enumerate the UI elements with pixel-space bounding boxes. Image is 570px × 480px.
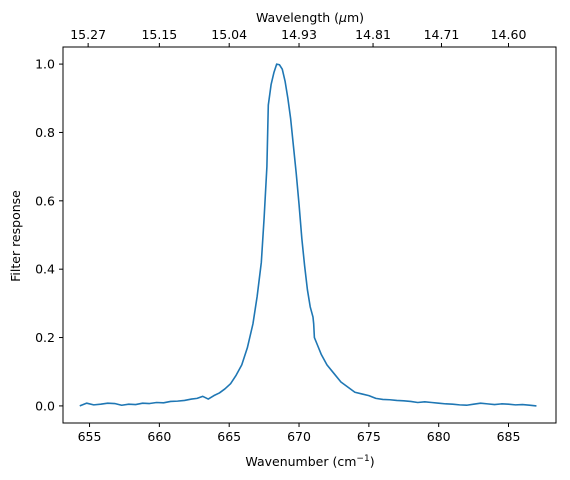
top-tick-label: 14.93 bbox=[281, 27, 317, 42]
filter-response-line bbox=[79, 63, 537, 407]
top-tick-label: 15.15 bbox=[141, 27, 177, 42]
top-tick-label: 15.27 bbox=[70, 27, 106, 42]
y-tick-label: 0.8 bbox=[35, 125, 55, 140]
top-tick-label: 15.04 bbox=[211, 27, 247, 42]
y-tick-label: 0.6 bbox=[35, 193, 55, 208]
y-tick-label: 1.0 bbox=[35, 57, 55, 72]
x-tick-label: 660 bbox=[147, 429, 171, 444]
x-axis-label: Wavenumber (cm−1) bbox=[245, 454, 374, 469]
x-tick-label: 665 bbox=[217, 429, 241, 444]
x-tick-label: 680 bbox=[427, 429, 451, 444]
x-axis-label-exponent: −1 bbox=[356, 454, 369, 464]
x-tick-label: 655 bbox=[78, 429, 102, 444]
top-tick-label: 14.71 bbox=[424, 27, 460, 42]
y-axis-label: Filter response bbox=[8, 190, 23, 282]
top-tick-label: 14.81 bbox=[355, 27, 391, 42]
y-tick-label: 0.2 bbox=[35, 330, 55, 345]
x-tick-label: 685 bbox=[497, 429, 521, 444]
x-tick-label: 670 bbox=[287, 429, 311, 444]
top-axis-label-unit: μ bbox=[338, 10, 347, 25]
y-tick-label: 0.4 bbox=[35, 262, 55, 277]
plot-frame bbox=[62, 46, 557, 424]
x-tick-label: 675 bbox=[357, 429, 381, 444]
top-tick-label: 14.60 bbox=[491, 27, 527, 42]
y-tick-label: 0.0 bbox=[35, 398, 55, 413]
top-axis-label: Wavelength (μm) bbox=[256, 10, 364, 25]
